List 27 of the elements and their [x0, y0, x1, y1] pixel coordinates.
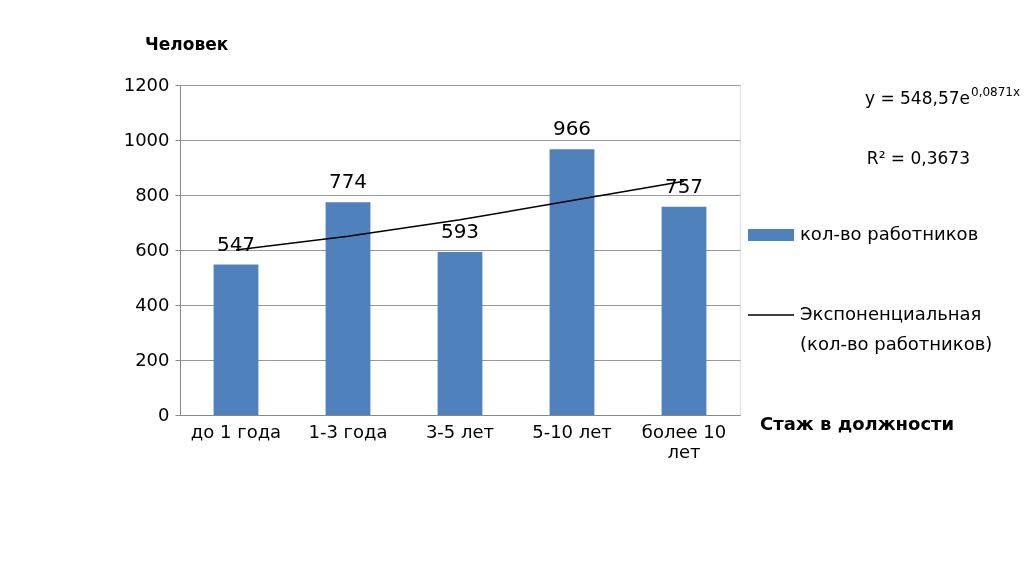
y-tick-label: 1000 [123, 128, 170, 150]
data-label: 774 [328, 169, 368, 194]
bar [437, 251, 483, 415]
legend-label: кол-во работников [800, 223, 979, 244]
bar [325, 202, 371, 415]
data-label: 966 [552, 116, 592, 141]
y-tick-label: 0 [158, 403, 170, 425]
data-label: 593 [440, 218, 480, 243]
bar [661, 206, 707, 415]
x-axis-title: Стаж в должности [760, 413, 955, 434]
y-tick-label: 800 [135, 183, 170, 205]
y-tick-label: 400 [135, 293, 170, 315]
data-label: 547 [216, 231, 256, 256]
y-tick-label: 600 [135, 238, 170, 260]
y-tick-label: 200 [135, 348, 170, 370]
text: R² = 0,3673 [866, 148, 970, 168]
x-tick-label: более 10 лет [641, 420, 727, 462]
bar [213, 264, 259, 415]
x-tick-label: 5-10 лет [532, 420, 612, 442]
legend-label: Экспоненциальная (кол-во работников) [800, 303, 993, 354]
y-tick-label: 1200 [123, 73, 170, 95]
x-tick-label: 3-5 лет [425, 420, 495, 442]
x-tick-label: до 1 года [190, 420, 282, 442]
bar [549, 149, 595, 415]
data-label: 757 [664, 173, 704, 198]
x-tick-label: 1-3 года [308, 420, 388, 442]
y-axis-title: Человек [145, 34, 229, 54]
